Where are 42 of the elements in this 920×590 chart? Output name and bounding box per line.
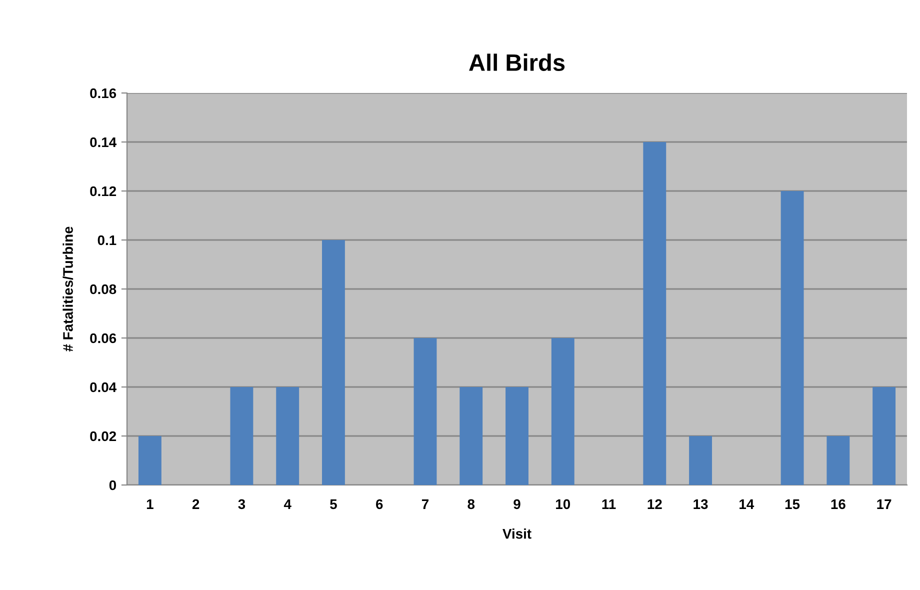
bar xyxy=(780,191,804,485)
y-axis-title: # Fatalities/Turbine xyxy=(62,226,74,352)
x-tick-label: 7 xyxy=(422,499,428,509)
x-tick-label: 12 xyxy=(648,499,662,509)
y-tick-label: 0.16 xyxy=(90,88,116,98)
y-tick-label: 0 xyxy=(109,480,116,490)
x-tick-label: 17 xyxy=(877,499,892,509)
y-tick-label: 0.04 xyxy=(90,382,117,392)
x-tick-label: 13 xyxy=(694,499,708,510)
y-tick-label: 0.02 xyxy=(90,431,116,442)
bar xyxy=(506,387,528,485)
bar xyxy=(643,142,666,485)
bar xyxy=(551,338,574,485)
x-tick-label: 9 xyxy=(514,499,520,510)
y-tick-label: 0.06 xyxy=(90,333,116,344)
y-tick-label: 0.14 xyxy=(90,137,117,148)
x-tick-label: 2 xyxy=(192,499,200,509)
bar xyxy=(689,436,712,485)
y-tick-label: 0.08 xyxy=(90,284,116,294)
x-axis-title: Visit xyxy=(502,528,532,539)
bar xyxy=(138,436,162,485)
bar xyxy=(230,387,254,485)
x-tick-label: 15 xyxy=(785,499,800,510)
bar xyxy=(322,240,345,485)
x-tick-label: 5 xyxy=(330,499,337,510)
bar xyxy=(460,387,483,485)
y-tick-label: 0.1 xyxy=(98,235,116,246)
bar xyxy=(872,387,896,485)
x-tick-label: 6 xyxy=(376,499,383,510)
x-tick-label: 8 xyxy=(468,499,475,510)
x-tick-label: 16 xyxy=(831,499,846,510)
bar xyxy=(276,387,300,485)
x-tick-label: 1 xyxy=(146,499,154,509)
chart-title: All Birds xyxy=(469,54,565,72)
x-tick-label: 3 xyxy=(238,499,246,510)
x-tick-label: 4 xyxy=(284,499,292,509)
bar xyxy=(414,338,437,485)
x-tick-label: 11 xyxy=(602,499,616,509)
x-tick-label: 14 xyxy=(740,499,754,509)
x-tick-label: 10 xyxy=(556,499,570,510)
y-tick-label: 0.12 xyxy=(90,186,116,196)
bar xyxy=(826,436,850,485)
